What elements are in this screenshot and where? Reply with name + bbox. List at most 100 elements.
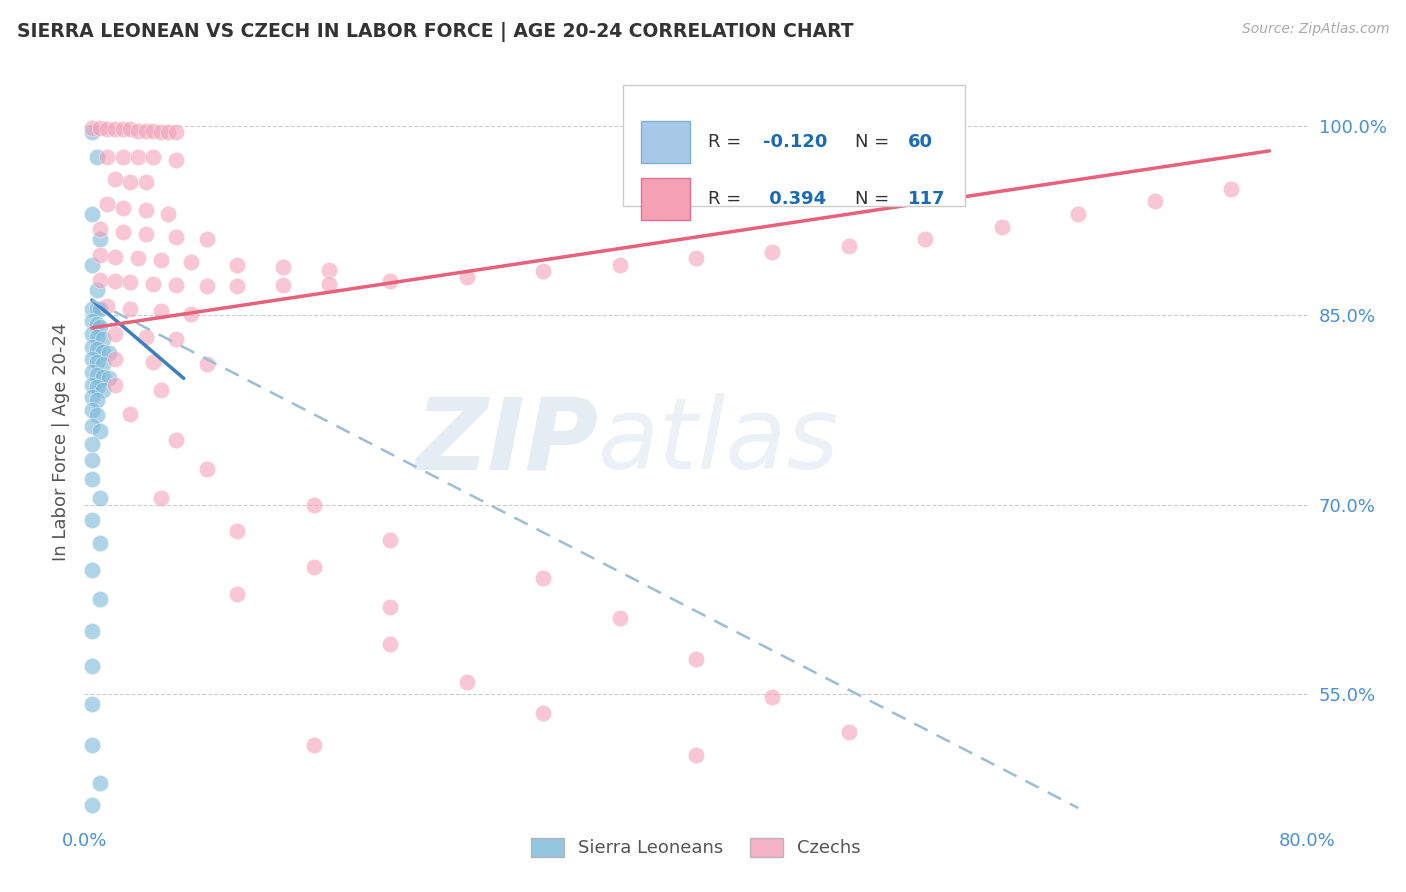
Point bbox=[91, 344, 114, 359]
Point bbox=[180, 255, 202, 269]
Point bbox=[318, 262, 340, 277]
Point bbox=[111, 225, 134, 239]
Point bbox=[120, 407, 142, 421]
Point bbox=[89, 121, 111, 136]
Text: -0.120: -0.120 bbox=[763, 133, 828, 151]
Point bbox=[86, 343, 108, 357]
FancyBboxPatch shape bbox=[641, 178, 690, 219]
Point bbox=[1067, 207, 1090, 221]
Y-axis label: In Labor Force | Age 20-24: In Labor Force | Age 20-24 bbox=[52, 322, 70, 561]
Point bbox=[226, 524, 249, 539]
Point bbox=[80, 340, 103, 354]
Point bbox=[111, 201, 134, 215]
Point bbox=[991, 219, 1014, 234]
Point bbox=[104, 377, 127, 392]
Point bbox=[685, 747, 707, 762]
Point bbox=[914, 232, 936, 246]
Point bbox=[271, 277, 294, 292]
Point bbox=[142, 124, 165, 138]
Point bbox=[127, 150, 149, 164]
Point bbox=[104, 274, 127, 288]
Point bbox=[165, 125, 187, 139]
Point bbox=[89, 232, 111, 246]
Point bbox=[302, 738, 325, 752]
Point bbox=[531, 706, 554, 721]
Point bbox=[180, 307, 202, 321]
Point bbox=[80, 390, 103, 404]
Point bbox=[1220, 182, 1243, 196]
Point bbox=[120, 176, 142, 190]
Point bbox=[302, 498, 325, 512]
Point bbox=[149, 252, 172, 267]
Point bbox=[96, 197, 118, 211]
Point bbox=[165, 230, 187, 244]
Point bbox=[149, 304, 172, 318]
Point bbox=[89, 247, 111, 261]
Point bbox=[149, 125, 172, 139]
Point bbox=[89, 319, 111, 334]
Point bbox=[89, 491, 111, 506]
Point bbox=[1143, 194, 1166, 209]
Text: N =: N = bbox=[855, 133, 896, 151]
Point bbox=[149, 491, 172, 506]
Point bbox=[80, 659, 103, 673]
Text: N =: N = bbox=[855, 190, 896, 208]
Point bbox=[96, 299, 118, 313]
Point bbox=[104, 327, 127, 342]
Point bbox=[91, 370, 114, 384]
Point bbox=[80, 453, 103, 467]
Point bbox=[456, 270, 478, 285]
Point bbox=[318, 277, 340, 291]
Point bbox=[86, 408, 108, 422]
Point bbox=[80, 798, 103, 813]
Point bbox=[165, 153, 187, 167]
Point bbox=[685, 652, 707, 666]
Point bbox=[80, 698, 103, 712]
Text: SIERRA LEONEAN VS CZECH IN LABOR FORCE | AGE 20-24 CORRELATION CHART: SIERRA LEONEAN VS CZECH IN LABOR FORCE |… bbox=[17, 22, 853, 42]
Point bbox=[80, 377, 103, 392]
Point bbox=[96, 150, 118, 164]
Text: R =: R = bbox=[709, 133, 747, 151]
Point bbox=[80, 121, 103, 136]
Point bbox=[120, 301, 142, 316]
Point bbox=[104, 122, 127, 136]
Point bbox=[195, 358, 218, 372]
Point bbox=[135, 227, 157, 242]
Point bbox=[195, 232, 218, 246]
Point bbox=[142, 355, 165, 369]
Point bbox=[89, 776, 111, 790]
Point bbox=[89, 592, 111, 607]
Point bbox=[120, 276, 142, 290]
Point bbox=[149, 383, 172, 397]
Point bbox=[761, 690, 783, 704]
Point bbox=[165, 277, 187, 292]
Point bbox=[80, 125, 103, 139]
Point bbox=[165, 332, 187, 346]
Point bbox=[120, 122, 142, 136]
Text: R =: R = bbox=[709, 190, 747, 208]
Point bbox=[91, 358, 114, 372]
FancyBboxPatch shape bbox=[641, 121, 690, 163]
Point bbox=[838, 725, 860, 739]
Point bbox=[380, 637, 402, 651]
Point bbox=[165, 434, 187, 448]
Point bbox=[80, 327, 103, 342]
Text: 60: 60 bbox=[908, 133, 932, 151]
Point bbox=[86, 329, 108, 343]
Point bbox=[97, 346, 120, 360]
Point bbox=[80, 419, 103, 434]
Point bbox=[80, 513, 103, 527]
Point bbox=[97, 371, 120, 385]
Point bbox=[104, 250, 127, 264]
Point bbox=[104, 171, 127, 186]
Point bbox=[127, 252, 149, 266]
Point bbox=[80, 403, 103, 417]
Point bbox=[142, 150, 165, 164]
FancyBboxPatch shape bbox=[623, 85, 965, 207]
Point bbox=[80, 301, 103, 316]
Point bbox=[96, 122, 118, 136]
Point bbox=[609, 611, 631, 625]
Point bbox=[135, 203, 157, 218]
Point bbox=[80, 738, 103, 752]
Point bbox=[380, 274, 402, 288]
